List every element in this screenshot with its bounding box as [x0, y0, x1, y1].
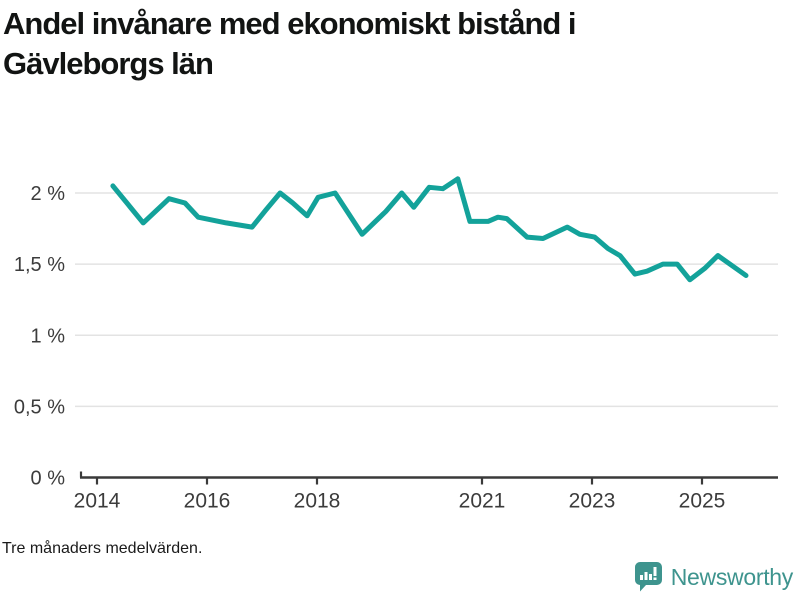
y-tick-label: 0,5 %	[14, 396, 65, 418]
data-line-series	[110, 176, 749, 283]
chart-footnote: Tre månaders medelvärden.	[2, 540, 203, 557]
y-tick-label: 0 %	[31, 468, 66, 490]
brand-footer: Newsworthy	[634, 562, 794, 592]
page-title: Andel invånare med ekonomiskt bistånd i …	[3, 4, 773, 84]
y-tick-label: 1,5 %	[14, 254, 65, 276]
page-title-line-1: Andel invånare med ekonomiskt bistånd i	[3, 6, 577, 41]
x-tick-label: 2023	[569, 490, 616, 513]
brand-name: Newsworthy	[670, 563, 794, 590]
y-tick-label: 2 %	[31, 183, 66, 205]
page-title-line-2: Gävleborgs län	[3, 46, 214, 81]
x-tick-label: 2018	[294, 490, 341, 513]
bar-chart-speech-bubble-icon	[634, 562, 662, 592]
x-tick-label: 2016	[184, 490, 231, 513]
x-tick-label: 2021	[459, 490, 506, 513]
y-tick-label: 1 %	[31, 325, 66, 347]
x-tick-label: 2014	[74, 490, 121, 513]
x-tick-label: 2025	[679, 490, 726, 513]
